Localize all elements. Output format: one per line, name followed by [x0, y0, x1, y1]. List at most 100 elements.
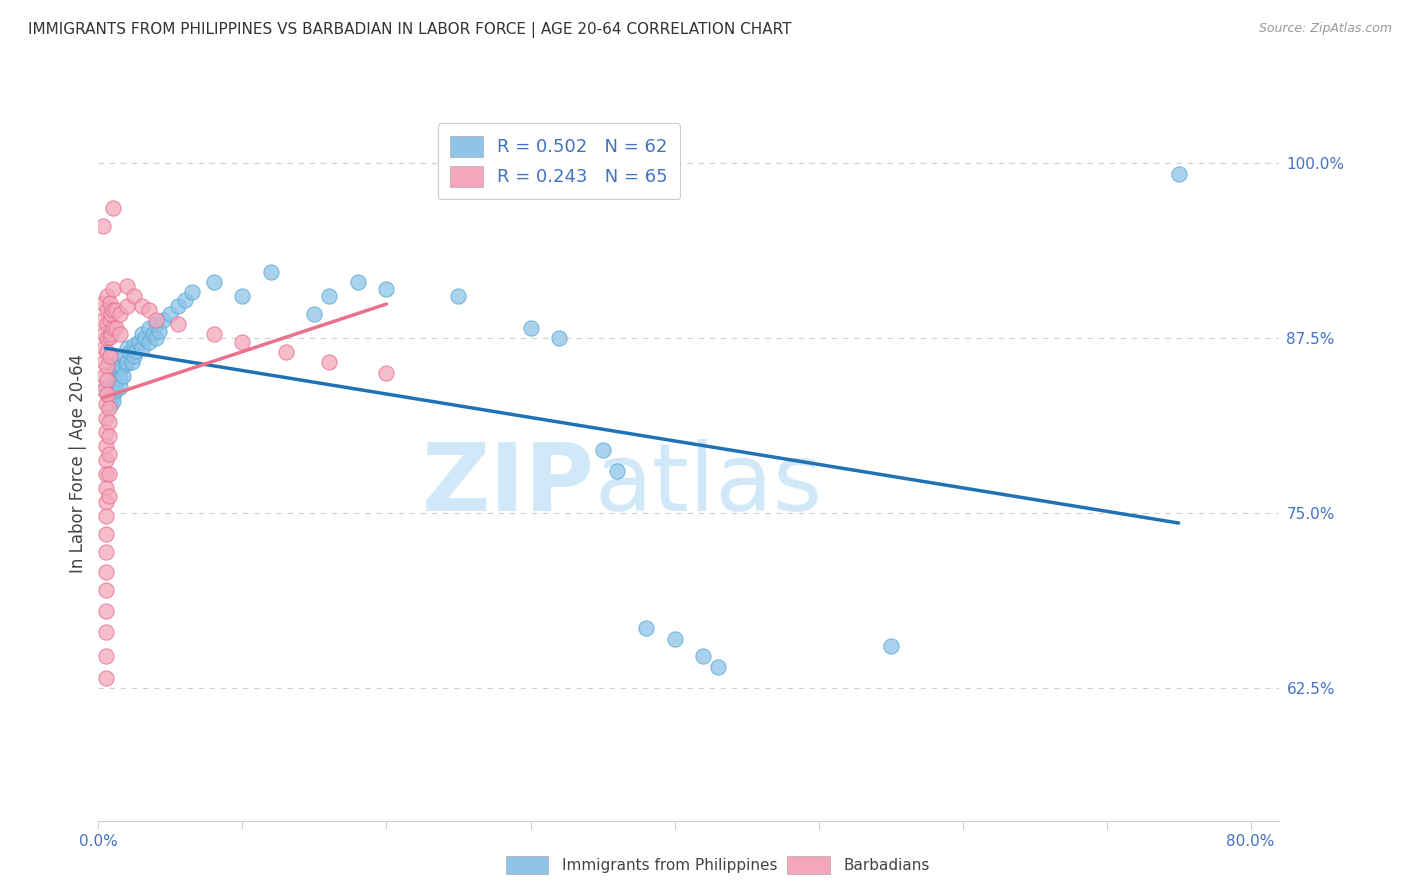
Point [94, 582, 117, 597]
Point [101, 359, 124, 373]
Point [318, 354, 340, 368]
Point [692, 648, 714, 663]
Point [97, 447, 120, 461]
Point [101, 388, 124, 402]
Point [94, 508, 117, 523]
Point [94, 671, 117, 685]
Point [97, 467, 120, 481]
Point [260, 265, 283, 279]
Point [98, 391, 121, 405]
Point [173, 293, 195, 307]
Point [100, 397, 122, 411]
Point [664, 632, 686, 646]
Point [231, 289, 253, 303]
Point [145, 312, 167, 326]
Point [145, 317, 167, 331]
Point [1167, 167, 1189, 181]
Point [138, 335, 160, 350]
Point [159, 307, 181, 321]
Point [101, 302, 124, 317]
Point [96, 331, 118, 345]
Point [94, 410, 117, 425]
Point [91, 296, 114, 310]
Point [706, 659, 728, 673]
Point [108, 351, 131, 366]
Point [152, 312, 174, 326]
Point [202, 326, 225, 341]
Point [104, 321, 127, 335]
Point [93, 354, 115, 368]
Point [97, 429, 120, 443]
Point [100, 307, 122, 321]
Point [94, 624, 117, 639]
Point [94, 648, 117, 663]
Bar [787, 856, 830, 874]
Point [108, 307, 131, 321]
Point [93, 368, 115, 383]
Point [138, 321, 160, 335]
Text: Barbadians: Barbadians [844, 858, 929, 872]
Point [98, 329, 121, 343]
Point [94, 397, 117, 411]
Point [94, 494, 117, 508]
Point [304, 307, 326, 321]
Point [108, 371, 131, 385]
Point [375, 282, 398, 296]
Point [131, 299, 153, 313]
Point [97, 489, 120, 503]
Point [107, 371, 129, 385]
Point [105, 363, 128, 377]
Point [94, 565, 117, 579]
Point [138, 302, 160, 317]
Point [134, 331, 156, 345]
Point [100, 326, 122, 341]
Point [447, 289, 470, 303]
Point [96, 345, 118, 359]
Point [98, 296, 121, 310]
Point [879, 639, 901, 653]
Point [108, 326, 131, 341]
Bar [506, 856, 548, 874]
Point [115, 354, 138, 368]
Point [110, 359, 132, 373]
Point [115, 341, 138, 355]
Point [108, 380, 131, 394]
Point [101, 282, 124, 296]
Text: atlas: atlas [595, 439, 823, 532]
Point [104, 302, 127, 317]
Point [519, 321, 541, 335]
Point [111, 368, 134, 383]
Point [128, 335, 150, 350]
Point [104, 374, 127, 388]
Point [94, 380, 117, 394]
Point [124, 289, 146, 303]
Text: ZIP: ZIP [422, 439, 595, 532]
Point [634, 621, 657, 635]
Point [125, 343, 148, 358]
Point [548, 331, 571, 345]
Point [108, 363, 131, 377]
Point [93, 341, 115, 355]
Point [592, 442, 614, 457]
Point [101, 321, 124, 335]
Point [96, 387, 118, 401]
Point [231, 335, 253, 350]
Point [93, 326, 115, 341]
Point [96, 317, 118, 331]
Point [115, 299, 138, 313]
Point [96, 289, 118, 303]
Point [101, 201, 124, 215]
Point [274, 345, 297, 359]
Point [94, 425, 117, 439]
Y-axis label: In Labor Force | Age 20-64: In Labor Force | Age 20-64 [69, 354, 87, 574]
Point [346, 275, 368, 289]
Point [98, 349, 121, 363]
Text: Immigrants from Philippines: Immigrants from Philippines [562, 858, 778, 872]
Point [101, 383, 124, 397]
Point [94, 452, 117, 467]
Point [96, 302, 118, 317]
Point [124, 349, 146, 363]
Point [115, 279, 138, 293]
Point [166, 317, 188, 331]
Point [202, 275, 225, 289]
